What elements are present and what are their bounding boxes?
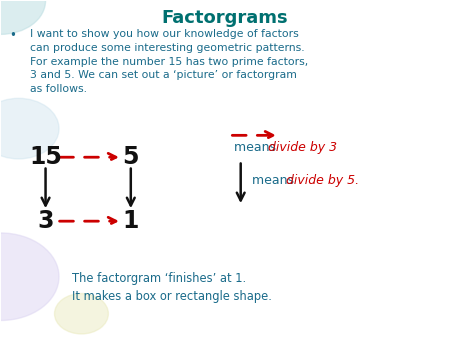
Text: 5: 5: [122, 145, 139, 169]
Circle shape: [0, 233, 59, 320]
Text: means: means: [234, 141, 280, 153]
Text: divide by 5.: divide by 5.: [286, 174, 359, 187]
Text: Factorgrams: Factorgrams: [162, 9, 288, 27]
Text: 1: 1: [122, 209, 139, 233]
Text: 3: 3: [37, 209, 54, 233]
Circle shape: [54, 293, 108, 334]
Text: means: means: [252, 174, 298, 187]
Text: The factorgram ‘finishes’ at 1.
It makes a box or rectangle shape.: The factorgram ‘finishes’ at 1. It makes…: [72, 272, 272, 303]
Text: •: •: [9, 29, 17, 42]
Circle shape: [0, 0, 45, 34]
Text: divide by 3: divide by 3: [268, 141, 337, 153]
Text: 15: 15: [29, 145, 62, 169]
Text: I want to show you how our knowledge of factors
can produce some interesting geo: I want to show you how our knowledge of …: [30, 29, 308, 94]
Circle shape: [0, 98, 59, 159]
